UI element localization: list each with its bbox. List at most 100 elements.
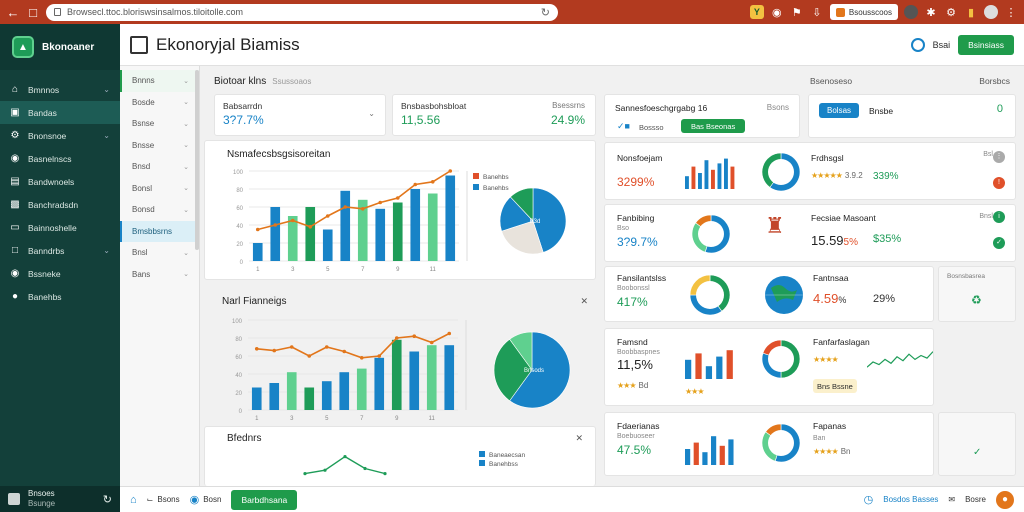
info-icon[interactable]: i	[993, 211, 1005, 223]
widget-row[interactable]: Fansilantslss Boobonssl 417% Fantnsaa 4.…	[604, 266, 934, 322]
refresh-icon[interactable]: ↻	[102, 493, 112, 506]
chart-icon: □	[11, 245, 19, 256]
widget-row[interactable]: Fdaerianas Boebuoseer 47.5% Fapanas Ban …	[604, 412, 934, 476]
bar	[270, 207, 281, 261]
sidebar-item-monitor[interactable]: ▭ Bainnoshelle	[0, 216, 120, 239]
header-action-button[interactable]: Bsinsiass	[958, 34, 1014, 55]
sidebar-item-settings[interactable]: ⚙ Bnonsnoe ⌄	[0, 124, 120, 147]
chevron-down-icon[interactable]: ⌄	[368, 109, 375, 118]
home-icon[interactable]: ⌂	[130, 493, 137, 506]
subnav-item[interactable]: Bnsse ⌄	[120, 135, 199, 157]
recycle-icon[interactable]: ♻	[971, 293, 982, 307]
select-card[interactable]: Bolsas Bnsbe 0	[808, 94, 1016, 138]
account-avatar[interactable]	[984, 5, 998, 19]
sidebar-item-label: Bainnoshelle	[28, 222, 77, 233]
sidebar-footer[interactable]: Bnsoes Bsunge ↻	[0, 486, 120, 512]
address-bar[interactable]: Browsecl.ttoc.bloriswsinsalmos.tiloitoll…	[46, 3, 558, 21]
subnav-item[interactable]: Bnsl ⌄	[120, 242, 199, 264]
pin-icon[interactable]: ▮	[967, 6, 975, 19]
alert-icon[interactable]: !	[993, 177, 1005, 189]
check-icon[interactable]: ✓	[973, 447, 982, 458]
subnav-item[interactable]: Bonsl ⌄	[120, 178, 199, 200]
subnav-item[interactable]: Bonsd ⌄	[120, 199, 199, 221]
bottom-item[interactable]: ◉ Bosn	[190, 493, 222, 506]
combo-chart: 0 20 40 60 80 100 1 3 5 7 9 11 Bnsods	[232, 319, 571, 422]
avatar[interactable]	[904, 5, 918, 19]
subnav-item[interactable]: Bosde ⌄	[120, 92, 199, 114]
bottom-right-link[interactable]: Bosdos Basses	[883, 495, 939, 504]
sidebar-item-charts[interactable]: ▩ Banchradsdn	[0, 193, 120, 216]
side-widget[interactable]: ✓	[938, 412, 1016, 476]
right-section-link[interactable]: Borsbcs	[979, 76, 1010, 86]
chart-title: Bfednrs	[227, 433, 262, 444]
sync-icon[interactable]: ⚙	[946, 6, 956, 19]
fab-icon[interactable]: ●	[996, 490, 1014, 509]
sidebar-item-reports[interactable]: □ Banndrbs ⌄	[0, 239, 120, 262]
bar	[340, 190, 351, 261]
bottom-action-button[interactable]: Barbdhsana	[231, 489, 298, 510]
download-icon[interactable]: ⇩	[812, 6, 822, 19]
legend-label: Banehbss	[489, 461, 519, 468]
widget-sub: Boebuoseer	[617, 433, 655, 440]
kpi-card[interactable]: Bnsbasbohsbloat 11,5.56 Bsessrns 24.9%	[392, 94, 596, 136]
brand[interactable]: ▲ Bkonoaner	[0, 24, 120, 70]
line-point	[383, 472, 387, 476]
back-icon[interactable]: ←	[6, 4, 20, 20]
reload-icon[interactable]: ↻	[540, 6, 550, 19]
profile-label: Bsousscoos	[848, 7, 892, 17]
scrollbar[interactable]	[195, 70, 199, 250]
x-tick-label: 7	[361, 267, 365, 273]
subnav-item[interactable]: Bans ⌄	[120, 264, 199, 286]
summary-button[interactable]: Bas Bseonas	[681, 119, 746, 133]
subnav-item[interactable]: Bsnse ⌄	[120, 113, 199, 135]
tick-label: 20	[236, 242, 243, 248]
widget-row[interactable]: Nonsfoejam 3299% Frdhsgsl ★★★★★ 3.9.2 339…	[604, 142, 1016, 200]
widget-big-value: 15.59	[811, 233, 844, 248]
line-point	[378, 200, 383, 205]
check-icon[interactable]: ✓	[993, 237, 1005, 249]
mini-bar	[698, 173, 702, 189]
extension-icon[interactable]: Y	[749, 5, 764, 19]
widget-big: 4.59%	[813, 291, 846, 306]
record-icon[interactable]: ◉	[772, 6, 782, 19]
collapse-icon[interactable]: ✕	[575, 433, 583, 443]
profile-pill[interactable]: Bsousscoos	[829, 4, 898, 20]
bottom-item-label: Bsons	[157, 495, 180, 504]
collapse-icon[interactable]: ✕	[580, 296, 588, 306]
side-widget[interactable]: Bosnsbasrea ♻	[938, 266, 1016, 322]
chevron-down-icon: ⌄	[183, 206, 189, 214]
sidebar-item-security[interactable]: ◉ Bssneke	[0, 262, 120, 285]
sidebar-item-list[interactable]: ▤ Bandwnoels	[0, 170, 120, 193]
select-button[interactable]: Bolsas	[819, 103, 860, 118]
widget-row[interactable]: Famsnd Boobbaspnes 11,5% ★★★ Bd ★★★ Fanfa…	[604, 328, 934, 406]
widget-row[interactable]: Fanbibing Bso 3?9.7% ♜ Fecsiae Masoant 1…	[604, 204, 1016, 262]
chat-icon[interactable]: ✉	[948, 495, 956, 504]
chevron-down-icon: ⌄	[103, 85, 110, 94]
subnav-item-active[interactable]: Bmsbbsrns	[120, 220, 199, 242]
header-link[interactable]: Bsai	[932, 39, 951, 50]
x-tick-label: 3	[291, 267, 295, 273]
line-point	[307, 354, 312, 358]
kpi-card[interactable]: Babsarrdn 3?7.7% ⌄	[214, 94, 386, 136]
menu-icon[interactable]: ⋮	[993, 151, 1005, 163]
bottom-right-label: Bosre	[965, 495, 986, 504]
puzzle-icon[interactable]: ✱	[926, 6, 936, 19]
help-icon[interactable]	[910, 37, 925, 52]
subnav-item[interactable]: Bnnns ⌄	[120, 70, 199, 92]
pie-label: B3d	[530, 219, 541, 225]
bookmark-icon[interactable]: ⚑	[791, 6, 802, 19]
combo-chart: 0 20 40 60 80 100 1 3 5 7 9 11 Banehbs Banehbs B3d	[233, 169, 567, 273]
mini-bar	[724, 158, 728, 189]
tabs-icon[interactable]: □	[29, 4, 37, 20]
menu-icon[interactable]: ⋮	[1005, 6, 1017, 19]
widget-big-pct: 5%	[843, 237, 858, 248]
sidebar-item-globe[interactable]: ◉ Basnelnscs	[0, 147, 120, 170]
sidebar-item-docs[interactable]: ▣ Bandas	[0, 101, 120, 124]
summary-card[interactable]: Sannesfoeschgrgabg 16 Bsons ✓■ Bossso Ba…	[604, 94, 800, 138]
widget-sub-value: 339%	[873, 171, 899, 182]
sidebar-item-home[interactable]: ⌂ Bmnnos ⌄	[0, 78, 120, 101]
pin-icon: ●	[11, 291, 19, 302]
bottom-item[interactable]: ⌙ Bsons	[147, 495, 180, 504]
subnav-item[interactable]: Bnsd ⌄	[120, 156, 199, 178]
sidebar-item-location[interactable]: ● Banehbs	[0, 285, 120, 308]
